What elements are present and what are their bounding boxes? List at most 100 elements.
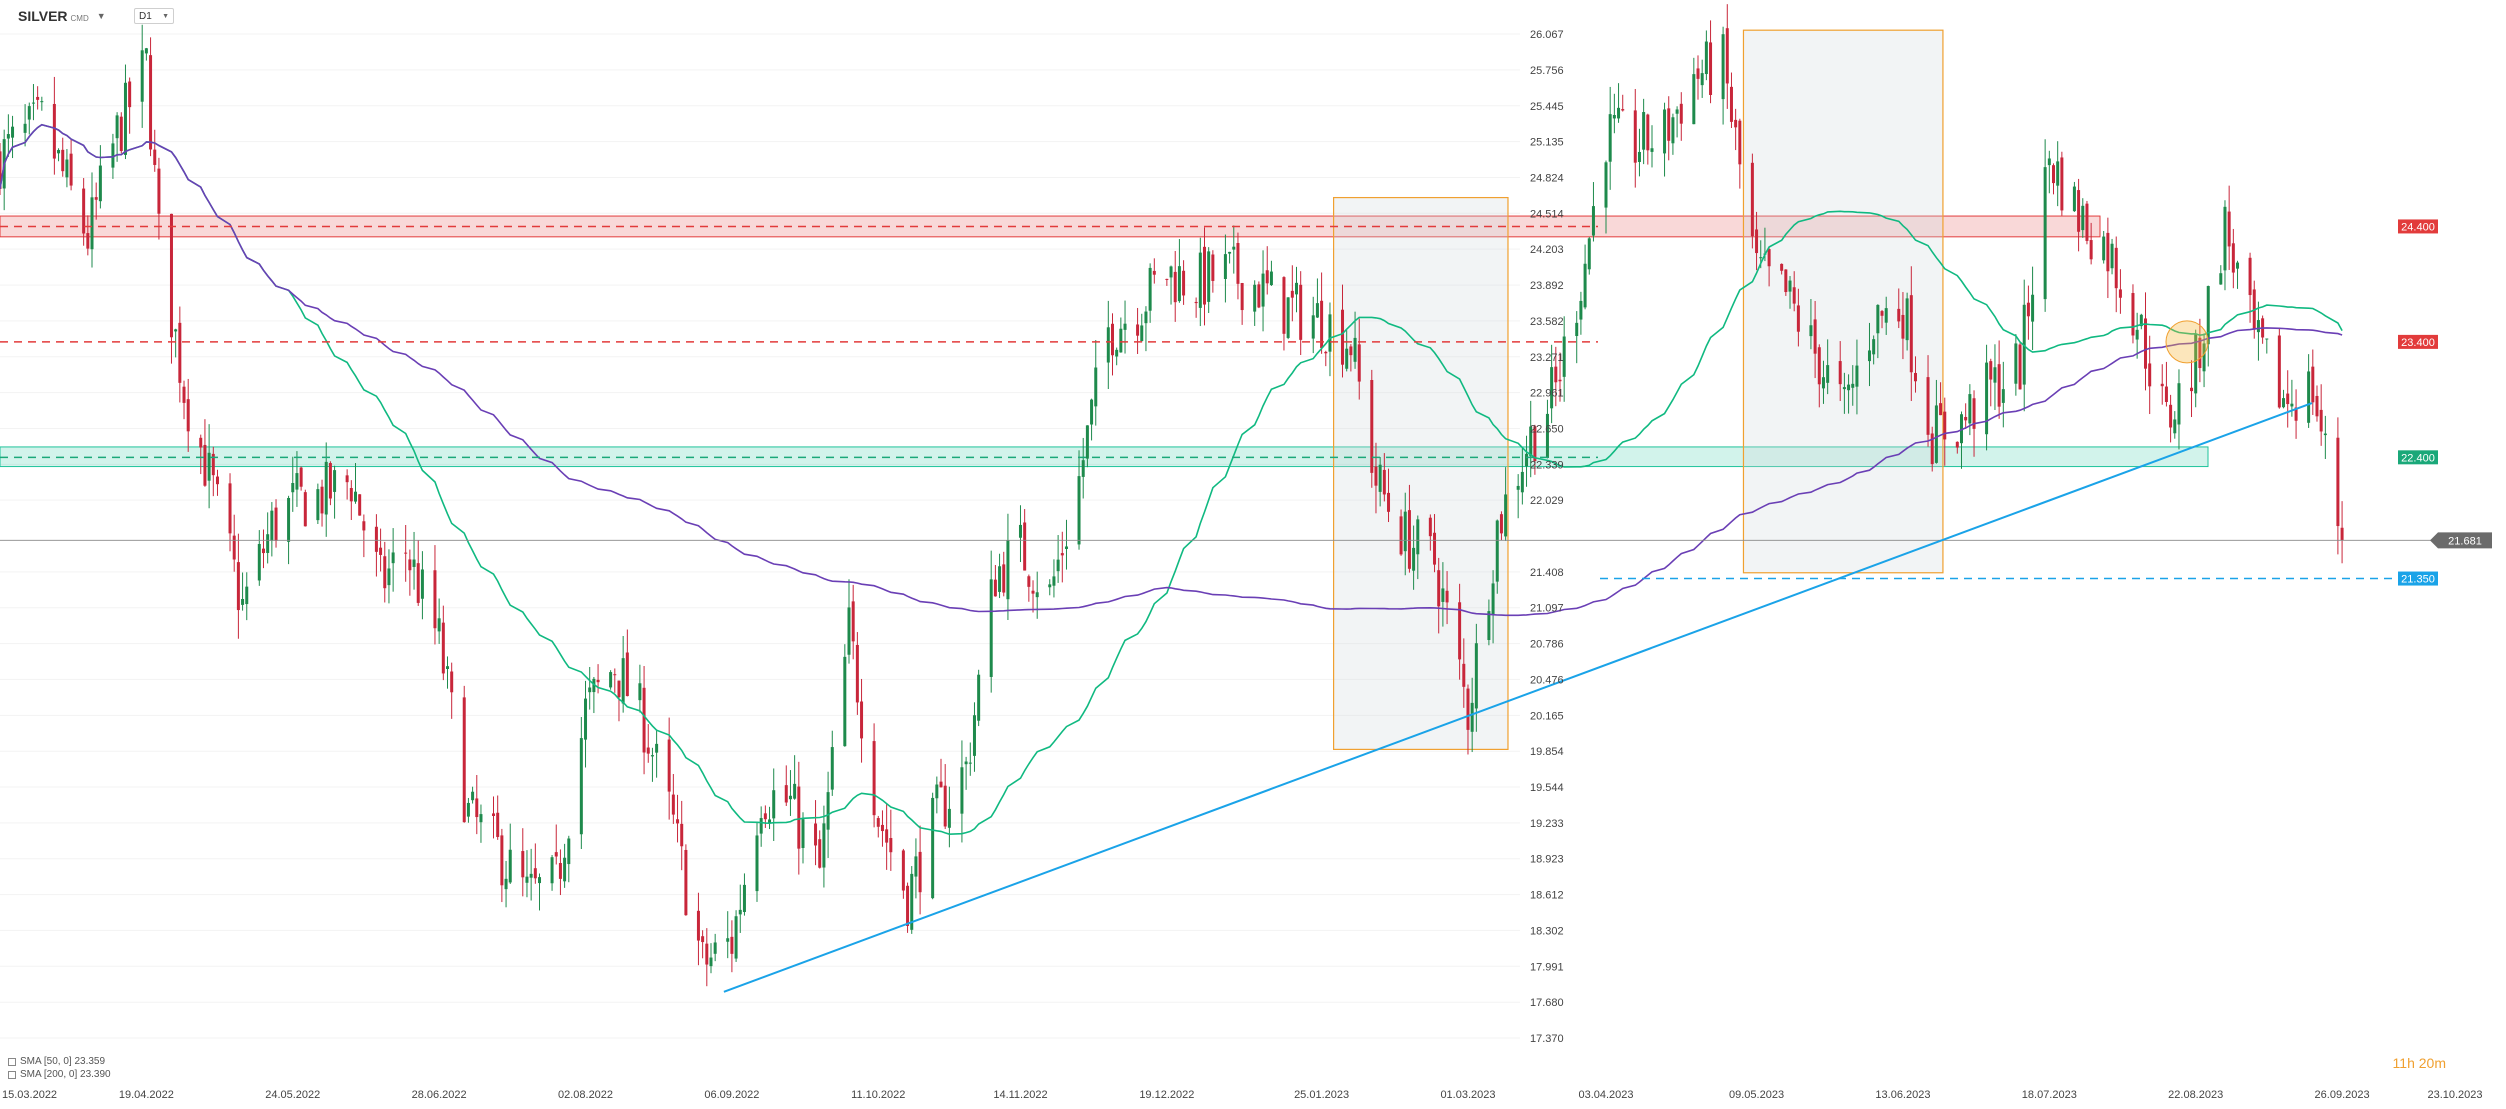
x-tick-label: 13.06.2023 [1875,1089,1930,1101]
candle-body [968,762,972,764]
y-tick-label: 25.445 [1530,101,1564,113]
candle-body [567,838,571,865]
candle-body [2227,211,2231,247]
candle-body [1382,469,1386,495]
y-axis: 26.067 25.756 25.445 25.135 24.824 24.514 24.2… [1530,29,1564,1045]
candle-body [914,856,918,877]
candle-body [1520,471,1524,493]
price-label: 24.400 [2401,221,2435,233]
chevron-down-icon[interactable]: ▼ [96,11,106,21]
candle-body [2144,318,2148,369]
candle-body [939,781,943,788]
candle-body [680,823,684,847]
y-tick-label: 18.302 [1530,925,1564,937]
y-tick-label: 17.680 [1530,997,1564,1009]
candle-body [2290,403,2294,407]
candle-body [437,618,441,632]
candle-body [345,475,349,483]
candle-body [538,877,542,884]
candle-body [2277,335,2281,408]
candle-body [1826,365,1830,383]
highlight-box [1742,29,1944,574]
indicator-legend-sma200[interactable]: SMA [200, 0] 23.390 [8,1069,111,1080]
candle-body [650,755,654,757]
x-tick-label: 28.06.2022 [412,1089,467,1101]
candle-body [1474,643,1478,709]
y-tick-label: 20.476 [1530,674,1564,686]
candle-body [1140,325,1144,341]
timeframe-select[interactable]: D1 ▼ [134,8,174,24]
x-tick-label: 09.05.2023 [1729,1089,1784,1101]
eye-icon[interactable] [8,1057,16,1066]
candle-body [1265,270,1269,284]
candle-body [211,453,215,476]
candle-body [529,873,533,878]
price-label: 21.350 [2401,574,2435,586]
candle-body [1031,590,1035,594]
candle-body [1964,416,1968,421]
candle-body [2164,386,2168,403]
x-tick-label: 18.07.2023 [2022,1089,2077,1101]
candle-body [374,526,378,552]
indicator-label: SMA [50, 0] 23.359 [20,1056,106,1067]
candle-body [1750,162,1754,237]
candle-body [52,103,56,159]
candle-body [2315,395,2319,417]
candle-body [1872,339,1876,355]
x-tick-label: 06.09.2022 [704,1089,759,1101]
candle-body [1232,246,1236,250]
candle-body [910,873,914,930]
candle-body [1985,362,1989,435]
candle-body [1851,383,1855,388]
indicator-legend-sma50[interactable]: SMA [50, 0] 23.359 [8,1056,105,1067]
candle-body [872,741,876,816]
candle-body [1901,314,1905,339]
candle-body [2160,383,2164,387]
candle-body [1282,277,1286,334]
candle-body [1290,290,1294,298]
candle-body [1136,324,1140,336]
y-tick-label: 22.650 [1530,423,1564,435]
y-tick-label: 19.854 [1530,746,1564,758]
candle-body [1094,367,1098,407]
candle-body [1370,380,1374,473]
candle-body [742,884,746,912]
candle-body [1077,476,1081,545]
candle-body [1516,485,1520,490]
candle-body [1177,266,1181,302]
candle-body [1198,252,1202,308]
x-tick-label: 11.10.2022 [851,1089,905,1101]
candle-body [2047,158,2051,166]
candle-body [1499,514,1503,534]
candle-body [1721,34,1725,100]
candle-body [1324,351,1328,354]
candle-body [826,792,830,830]
candle-body [998,566,1002,592]
candle-body [471,791,475,801]
candle-body [880,824,884,832]
candle-body [738,909,742,915]
candle-body [1311,315,1315,339]
price-label-bg [2398,219,2438,234]
candle-body [759,818,763,834]
candle-body [784,785,788,803]
candle-body [496,812,500,837]
candle-body [755,835,759,892]
candle-body [479,814,483,823]
y-tick-label: 20.786 [1530,639,1564,651]
candle-body [613,674,617,676]
candle-body [563,857,567,882]
candle-body [492,813,496,816]
candle-body [169,213,173,338]
candle-body [550,857,554,884]
instrument-header[interactable]: SILVER CMD ▼ [18,8,106,24]
candle-body [1755,229,1759,254]
candle-body [358,494,362,516]
candle-body [843,656,847,747]
y-tick-label: 20.165 [1530,710,1564,722]
candle-body [1663,109,1667,154]
eye-icon[interactable] [8,1070,16,1079]
candle-body [1997,364,2001,407]
candle-body [1194,301,1198,304]
